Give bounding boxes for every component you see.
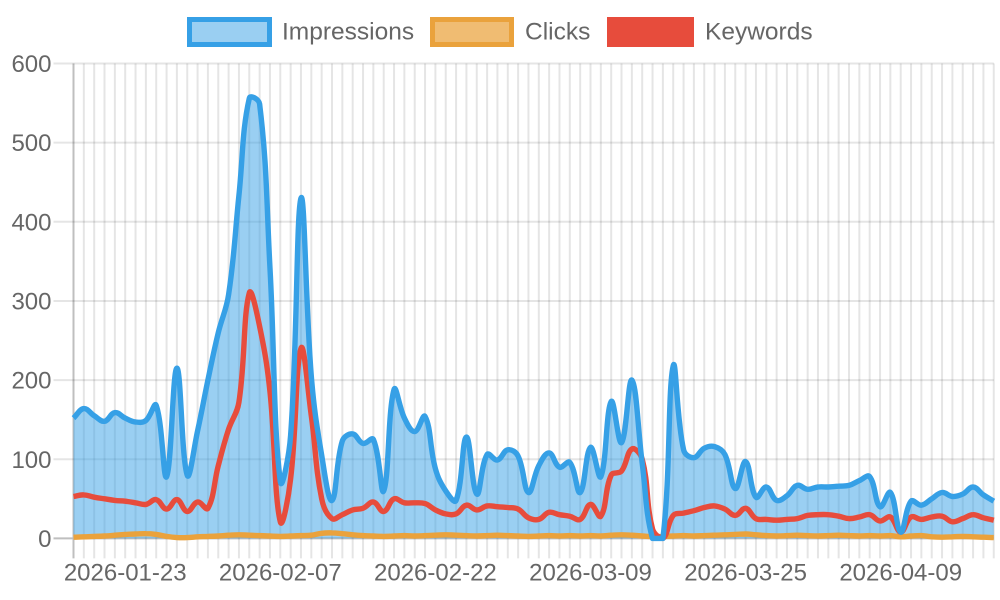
svg-text:600: 600 [11,51,51,78]
svg-text:2026-04-09: 2026-04-09 [839,560,962,587]
svg-text:0: 0 [38,526,51,553]
svg-text:200: 200 [11,368,51,395]
svg-text:Clicks: Clicks [525,19,590,46]
svg-text:2026-02-22: 2026-02-22 [374,560,497,587]
svg-text:Keywords: Keywords [705,19,813,46]
svg-text:2026-02-07: 2026-02-07 [219,560,342,587]
svg-text:2026-03-25: 2026-03-25 [684,560,807,587]
svg-text:400: 400 [11,209,51,236]
svg-text:2026-01-23: 2026-01-23 [64,560,187,587]
svg-text:100: 100 [11,447,51,474]
svg-text:2026-03-09: 2026-03-09 [529,560,652,587]
svg-text:300: 300 [11,288,51,315]
svg-text:500: 500 [11,130,51,157]
svg-text:Impressions: Impressions [282,19,414,46]
